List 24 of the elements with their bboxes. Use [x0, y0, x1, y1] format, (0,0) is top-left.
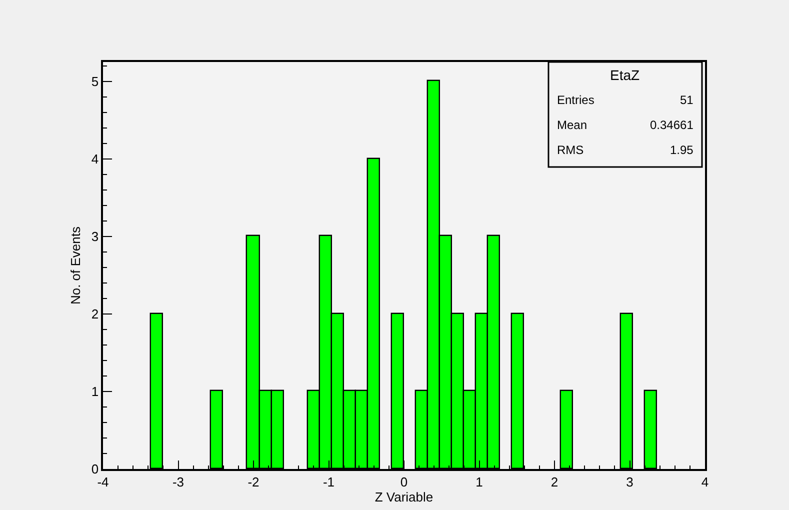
y-axis-title: No. of Events	[68, 226, 83, 305]
x-tick-label: 4	[701, 474, 709, 490]
y-tick-label: 1	[91, 384, 99, 400]
annotation: RMS	[557, 143, 584, 157]
x-tick-label: -3	[172, 474, 184, 490]
annotation: EtaZ	[610, 67, 640, 83]
annotation: Mean	[557, 118, 588, 132]
annotation: Entries	[557, 93, 594, 107]
y-tick-label: 2	[91, 306, 99, 322]
annotation: 0.34661	[650, 118, 694, 132]
annotation: 51	[680, 93, 694, 107]
x-tick-label: -1	[322, 474, 335, 490]
x-tick-label: -2	[248, 474, 260, 490]
x-tick-label: 2	[550, 474, 558, 490]
y-tick-label: 0	[91, 462, 99, 477]
x-tick-label: 1	[476, 474, 483, 490]
x-tick-label: 0	[400, 474, 408, 490]
x-tick-label: -4	[97, 474, 109, 490]
y-tick-label: 3	[91, 228, 99, 244]
x-tick-label: 3	[626, 474, 634, 490]
y-tick-label: 4	[91, 151, 99, 166]
y-tick-label: 5	[91, 74, 99, 89]
annotation: 1.95	[670, 143, 694, 157]
x-axis-title: Z Variable	[374, 489, 434, 504]
